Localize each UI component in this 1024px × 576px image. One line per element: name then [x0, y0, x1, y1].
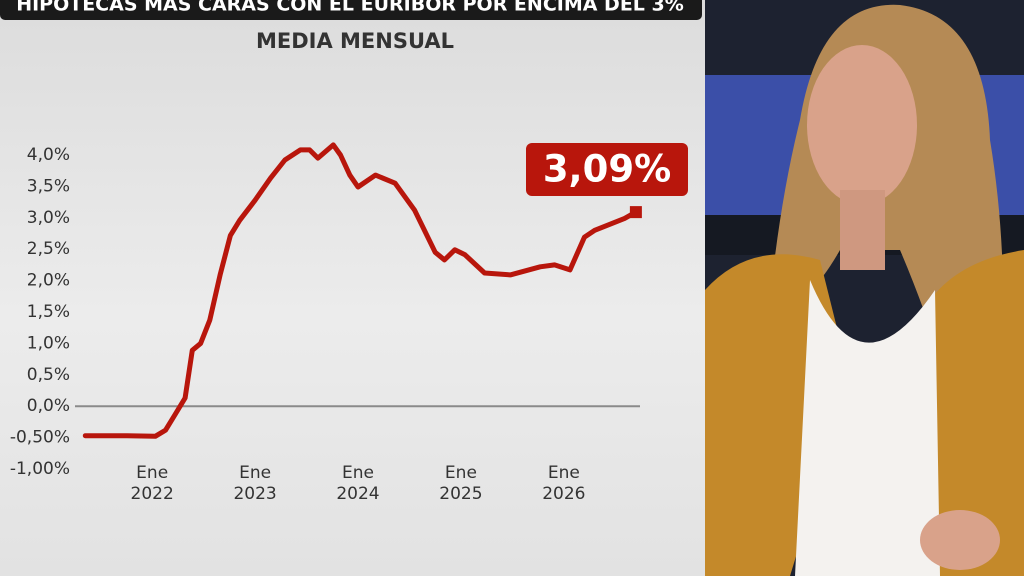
- annotation: 3,09%: [543, 148, 671, 191]
- y-tick-label: 4,0%: [27, 145, 70, 165]
- annotation-box: [526, 143, 688, 196]
- chart-panel: [0, 0, 705, 576]
- banner: [0, 0, 702, 20]
- banner-text: HIPOTECAS MÁS CARAS CON EL EURÍBOR POR E…: [16, 0, 684, 16]
- end-marker: [629, 206, 642, 219]
- x-tick-label: Ene 2026: [542, 463, 586, 504]
- presenter: [705, 4, 1024, 576]
- y-tick-label: 3,0%: [27, 208, 70, 228]
- x-tick-label: Ene 2024: [336, 463, 380, 504]
- x-tick-label: Ene 2023: [233, 463, 277, 504]
- chart-title: MEDIA MENSUAL: [256, 29, 454, 53]
- y-tick-label: 1,5%: [27, 302, 70, 322]
- x-tick-label: Ene 2022: [130, 463, 174, 504]
- y-tick-label: 1,0%: [27, 333, 70, 353]
- y-tick-label: 0,0%: [27, 396, 70, 416]
- data-line: [82, 142, 639, 439]
- x-tick-label: Ene 2025: [439, 463, 483, 504]
- y-tick-label: -0,50%: [10, 428, 70, 448]
- y-tick-label: 2,5%: [27, 239, 70, 259]
- y-tick-label: 3,5%: [27, 176, 70, 196]
- y-tick-label: -1,00%: [10, 459, 70, 479]
- y-tick-label: 0,5%: [27, 365, 70, 385]
- y-tick-label: 2,0%: [27, 271, 70, 291]
